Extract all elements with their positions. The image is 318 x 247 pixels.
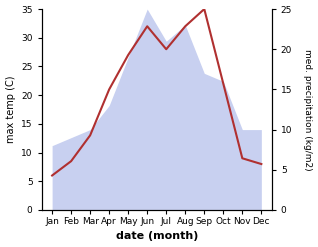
- X-axis label: date (month): date (month): [115, 231, 198, 242]
- Y-axis label: med. precipitation (kg/m2): med. precipitation (kg/m2): [303, 49, 313, 170]
- Y-axis label: max temp (C): max temp (C): [5, 76, 16, 143]
